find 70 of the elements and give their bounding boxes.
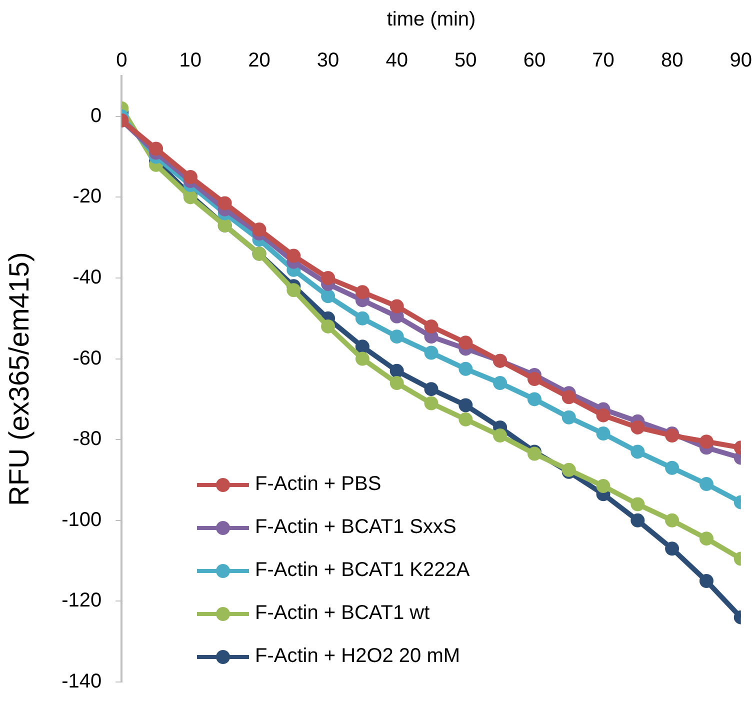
- point: [390, 364, 404, 378]
- point: [424, 382, 438, 396]
- point: [458, 362, 473, 376]
- point: [321, 319, 336, 334]
- point: [390, 330, 404, 344]
- x-tick-label: 40: [386, 50, 408, 72]
- legend-label: F-Actin + H2O2 20 mM: [255, 645, 460, 668]
- point: [699, 532, 714, 546]
- y-axis-title: RFU (ex365/em415): [4, 252, 35, 506]
- x-tick-label: 0: [116, 50, 128, 72]
- point: [630, 444, 645, 459]
- point: [355, 340, 370, 354]
- point: [458, 412, 473, 426]
- y-tick-label: 0: [90, 104, 102, 127]
- legend-label: F-Actin + BCAT1 SxxS: [255, 516, 456, 539]
- point: [424, 319, 438, 334]
- point: [355, 285, 370, 300]
- point: [149, 142, 164, 156]
- point: [183, 170, 198, 184]
- y-tick-label: -80: [72, 428, 102, 450]
- point: [630, 420, 645, 434]
- point: [630, 497, 645, 512]
- x-tick-label: 30: [316, 50, 340, 72]
- point: [699, 574, 714, 588]
- point: [630, 513, 645, 528]
- point: [390, 299, 404, 314]
- x-tick-label: 80: [660, 50, 684, 72]
- point: [665, 513, 680, 528]
- legend-label: F-Actin + BCAT1 K222A: [255, 559, 470, 582]
- y-tick-label: -140: [62, 670, 102, 693]
- x-tick-label: 10: [179, 50, 202, 72]
- y-tick-label: -20: [72, 186, 102, 208]
- point: [286, 248, 301, 263]
- point: [390, 376, 404, 390]
- point: [699, 434, 714, 449]
- point: [252, 222, 266, 237]
- point: [218, 196, 232, 210]
- legend-label: F-Actin + BCAT1 wt: [255, 602, 430, 625]
- point: [286, 283, 301, 298]
- point: [596, 426, 610, 441]
- y-tick-label: -40: [72, 266, 102, 289]
- y-tick-label: -120: [62, 590, 102, 612]
- legend-label: F-Actin + PBS: [255, 473, 382, 496]
- point: [321, 271, 336, 285]
- point: [424, 396, 438, 410]
- point: [665, 542, 680, 556]
- point: [458, 398, 473, 412]
- point: [493, 428, 508, 443]
- y-tick-label: -60: [72, 347, 102, 370]
- x-tick-label: 60: [523, 50, 546, 72]
- point: [665, 460, 680, 475]
- point: [355, 352, 370, 366]
- point: [493, 376, 508, 390]
- point: [699, 477, 714, 492]
- point: [355, 311, 370, 326]
- point: [424, 346, 438, 360]
- point: [596, 408, 610, 422]
- point: [562, 410, 576, 424]
- x-tick-label: 50: [454, 50, 477, 72]
- x-tick-label: 70: [592, 50, 614, 72]
- x-tick-label: 90: [730, 50, 752, 72]
- point: [527, 372, 542, 386]
- point: [527, 392, 542, 406]
- point: [458, 336, 473, 350]
- point: [596, 479, 610, 494]
- x-tick-label: 20: [248, 50, 270, 72]
- x-axis-title: time (min): [386, 8, 476, 31]
- point: [321, 289, 336, 304]
- point: [562, 390, 576, 404]
- y-tick-label: -100: [62, 508, 102, 531]
